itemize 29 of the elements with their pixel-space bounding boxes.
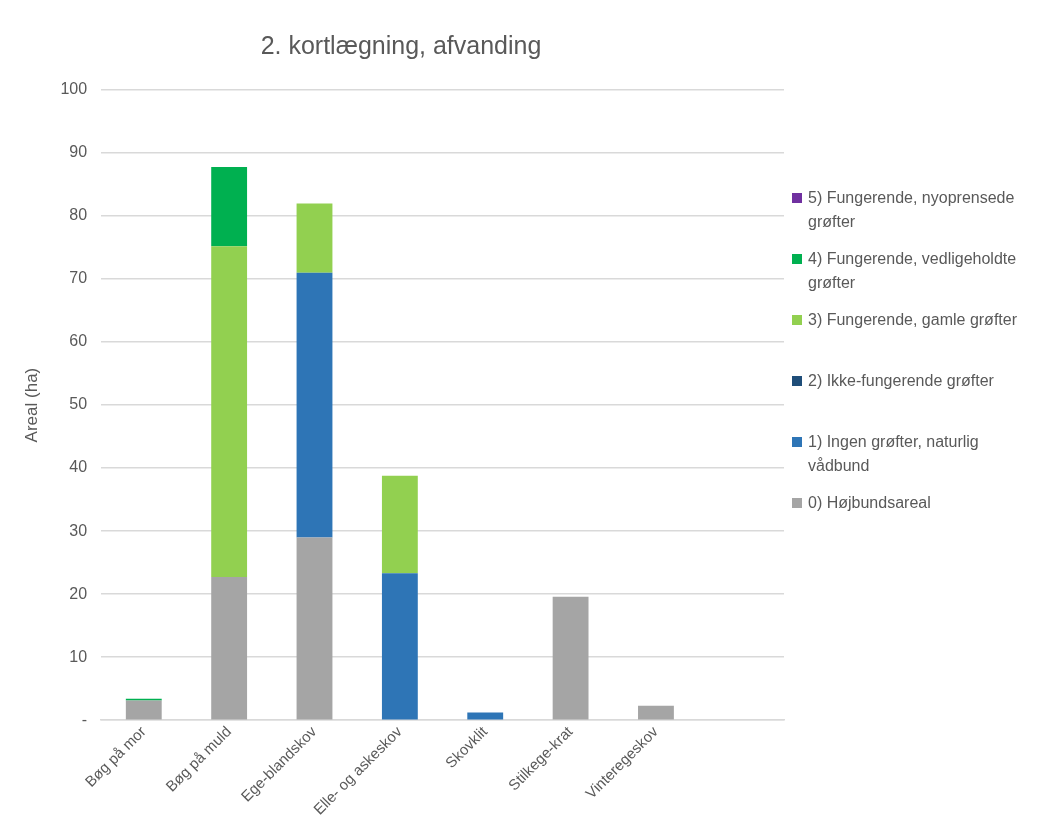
y-tick-label: 30 bbox=[69, 521, 88, 539]
y-tick-label: 80 bbox=[69, 206, 88, 224]
bar bbox=[211, 166, 248, 247]
legend-label: 1) Ingen grøfter, naturlig vådbund bbox=[808, 432, 980, 476]
y-tick-label: 60 bbox=[69, 332, 88, 350]
bar bbox=[211, 577, 248, 720]
legend-label: 3) Fungerende, gamle grøfter bbox=[808, 310, 1017, 330]
bar bbox=[125, 700, 162, 720]
legend-label: 0) Højbundsareal bbox=[808, 493, 931, 513]
bar bbox=[296, 203, 333, 273]
y-tick-label: 10 bbox=[69, 647, 88, 665]
bar bbox=[296, 537, 333, 720]
chart-title: 2. kortlægning, afvanding bbox=[260, 30, 542, 59]
legend-label: 4) Fungerende, vedligeholdte grøfter bbox=[808, 249, 1018, 293]
y-axis-title: Areal (ha) bbox=[21, 367, 41, 443]
bar bbox=[296, 272, 333, 538]
y-tick-label: 100 bbox=[60, 80, 88, 98]
legend-label: 2) Ikke-fungerende grøfter bbox=[808, 371, 994, 391]
bar bbox=[381, 475, 418, 574]
bar bbox=[638, 705, 674, 720]
y-tick-label: 90 bbox=[69, 143, 88, 161]
legend-label: 5) Fungerende, nyoprensede grøfter bbox=[808, 188, 1016, 232]
bar bbox=[211, 246, 248, 578]
y-tick-label: 20 bbox=[69, 584, 88, 602]
bar bbox=[381, 573, 418, 720]
bar bbox=[552, 596, 589, 720]
y-tick-label: 50 bbox=[69, 395, 88, 413]
y-tick-label: 70 bbox=[69, 269, 88, 287]
y-tick-label: 40 bbox=[69, 458, 88, 476]
